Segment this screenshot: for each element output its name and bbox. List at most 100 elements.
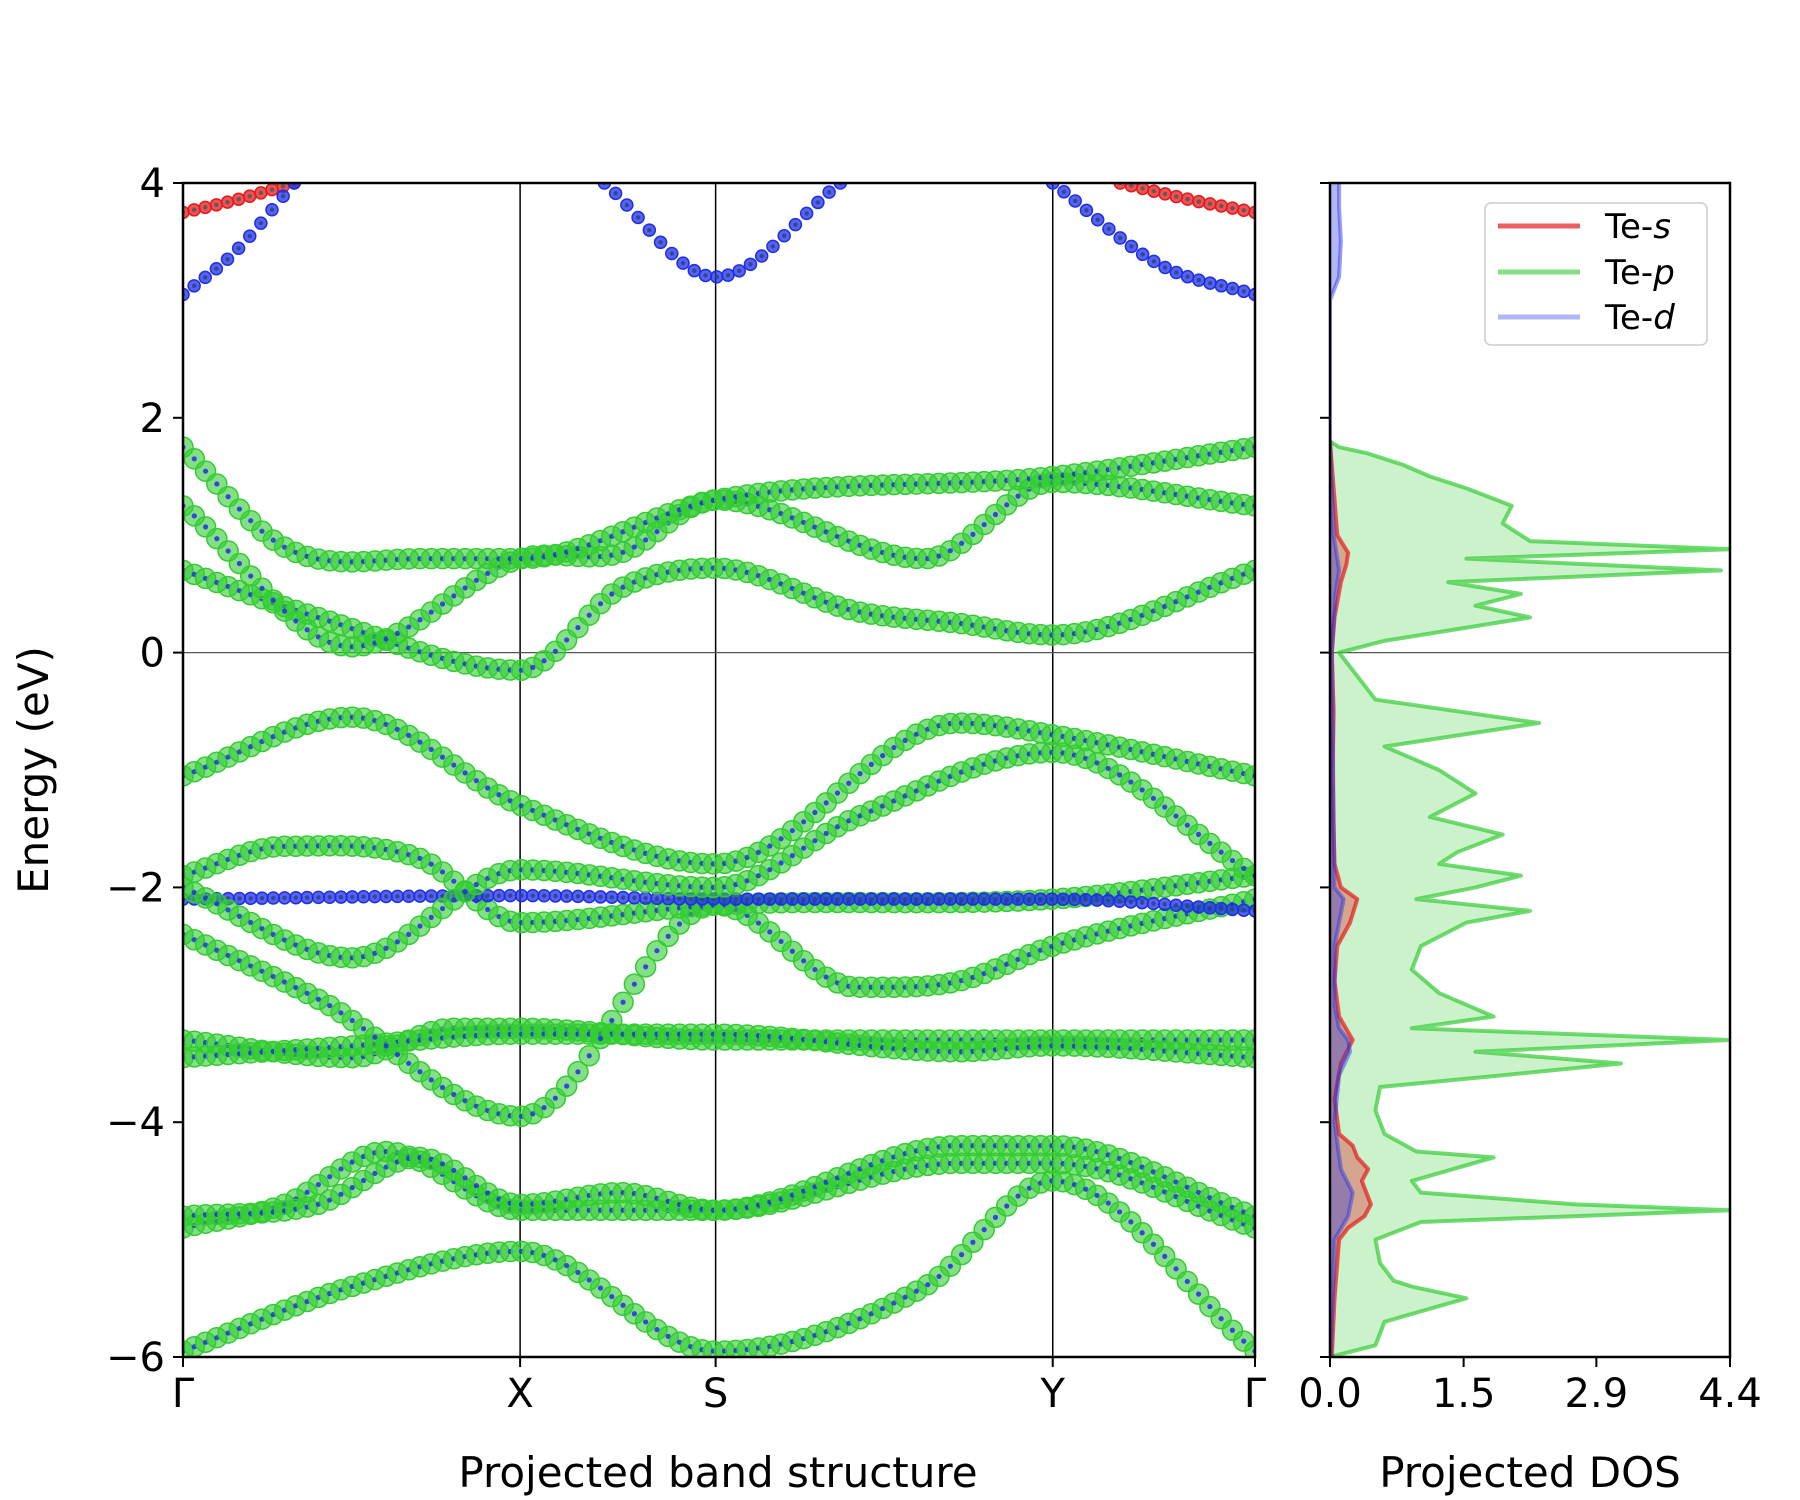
dos-line — [1330, 441, 1373, 1357]
band-dot-core — [767, 929, 773, 935]
band-dot-core — [1195, 1291, 1202, 1297]
band-dot-core — [269, 207, 275, 212]
kpath-tick-label: Y — [1040, 1371, 1066, 1417]
bands-axes-frame — [181, 181, 1257, 1359]
band-dot-core — [214, 266, 219, 271]
band-dot — [833, 183, 848, 190]
band-dot-core — [635, 215, 641, 220]
band-dot-core — [835, 896, 840, 902]
band-dot-core — [236, 560, 243, 567]
band-dot-core — [669, 251, 675, 256]
band-dot-core — [473, 778, 479, 784]
band-dot-core — [815, 200, 821, 205]
band-dot-core — [936, 1273, 942, 1280]
band-dot-core — [722, 896, 727, 902]
band-dot-core — [688, 896, 693, 902]
band-dot-core — [1207, 840, 1213, 846]
band-dot-core — [1219, 203, 1224, 209]
band-dot-core — [1072, 897, 1077, 902]
band-dot-core — [767, 843, 773, 849]
band-dot-core — [451, 1091, 457, 1098]
band-dot-core — [891, 744, 897, 751]
band-dot-core — [485, 785, 491, 791]
band-dot-core — [541, 1104, 547, 1111]
band-dot-core — [597, 1285, 604, 1291]
band-dot — [1244, 1205, 1255, 1227]
band-dot-core — [202, 895, 209, 901]
band-dot-core — [778, 938, 784, 945]
band-dot-core — [350, 894, 355, 900]
band-dot-core — [970, 531, 976, 537]
band-dot-core — [349, 1185, 355, 1191]
band-dot-core — [981, 521, 987, 528]
band-dot-core — [451, 878, 457, 884]
band-dot-core — [665, 933, 671, 939]
band-dot-core — [643, 895, 648, 901]
band-dot-core — [692, 268, 697, 273]
band-dot-core — [654, 948, 660, 954]
energy-tick-label: 4 — [140, 161, 165, 207]
band-dot-core — [519, 893, 524, 898]
band-dot-core — [304, 627, 310, 633]
band-dot-core — [846, 780, 852, 786]
band-dot-core — [383, 894, 389, 899]
band-dot-core — [462, 585, 468, 591]
band-dot-core — [248, 573, 254, 579]
band-dot-core — [247, 233, 252, 239]
band-dot-core — [462, 889, 468, 895]
band-dot-core — [1139, 1230, 1145, 1236]
band-dot-core — [801, 958, 807, 964]
band-dot — [1244, 559, 1255, 582]
band-dot-core — [1015, 493, 1021, 499]
band-dot-core — [575, 1069, 581, 1075]
energy-tick-label: −4 — [106, 1100, 165, 1146]
band-dot-core — [338, 1010, 344, 1016]
band-dot-core — [947, 548, 953, 554]
band-dot-core — [530, 893, 536, 898]
band-dot-core — [304, 895, 310, 900]
legend-entry-te-s: Te-s — [1498, 207, 1671, 247]
band-dot-core — [485, 570, 491, 576]
band-dot-core — [902, 737, 908, 743]
band-dot-core — [485, 1190, 491, 1196]
band-dot-core — [372, 1034, 378, 1040]
band-dot-core — [338, 894, 344, 900]
energy-tick-label: −6 — [106, 1335, 165, 1381]
band-dot-core — [316, 895, 321, 900]
band-dot-core — [281, 608, 288, 614]
band-dot-core — [417, 1069, 423, 1075]
band-dot-core — [247, 193, 252, 199]
band-dot-core — [812, 809, 818, 816]
band-dot-core — [781, 233, 787, 238]
band-dot-core — [609, 591, 615, 597]
band-12 — [183, 471, 1255, 658]
band-dot-core — [541, 658, 547, 664]
band-dot-core — [745, 896, 750, 902]
band-dot-core — [824, 896, 829, 902]
dos-series — [1330, 183, 1730, 1357]
band-dot-core — [236, 913, 243, 919]
band-dot-core — [620, 895, 626, 900]
band-dot-core — [1184, 1278, 1190, 1285]
kpath-tick-label: S — [703, 1371, 728, 1417]
band-dot-core — [236, 506, 243, 512]
band-dot-core — [451, 897, 457, 903]
band-dot-core — [406, 624, 412, 630]
dos-axes-frame — [1328, 181, 1732, 1359]
band-dot-core — [191, 456, 197, 462]
band-dot-core — [394, 939, 400, 945]
band-dot-core — [485, 906, 491, 913]
band-dot-core — [552, 1095, 558, 1101]
dos-line — [1330, 183, 1355, 1357]
band-dot-core — [327, 1003, 333, 1009]
band-dot-core — [1241, 907, 1246, 913]
band-dot-core — [1241, 289, 1246, 294]
band-dot-core — [417, 893, 423, 899]
band-dot — [1248, 205, 1255, 220]
band-dot-core — [834, 790, 841, 796]
band-dot-core — [756, 896, 761, 902]
band-dot-core — [759, 253, 764, 259]
band-dot-core — [891, 896, 897, 902]
band-dot-core — [564, 893, 569, 899]
band-dot-core — [462, 770, 468, 776]
